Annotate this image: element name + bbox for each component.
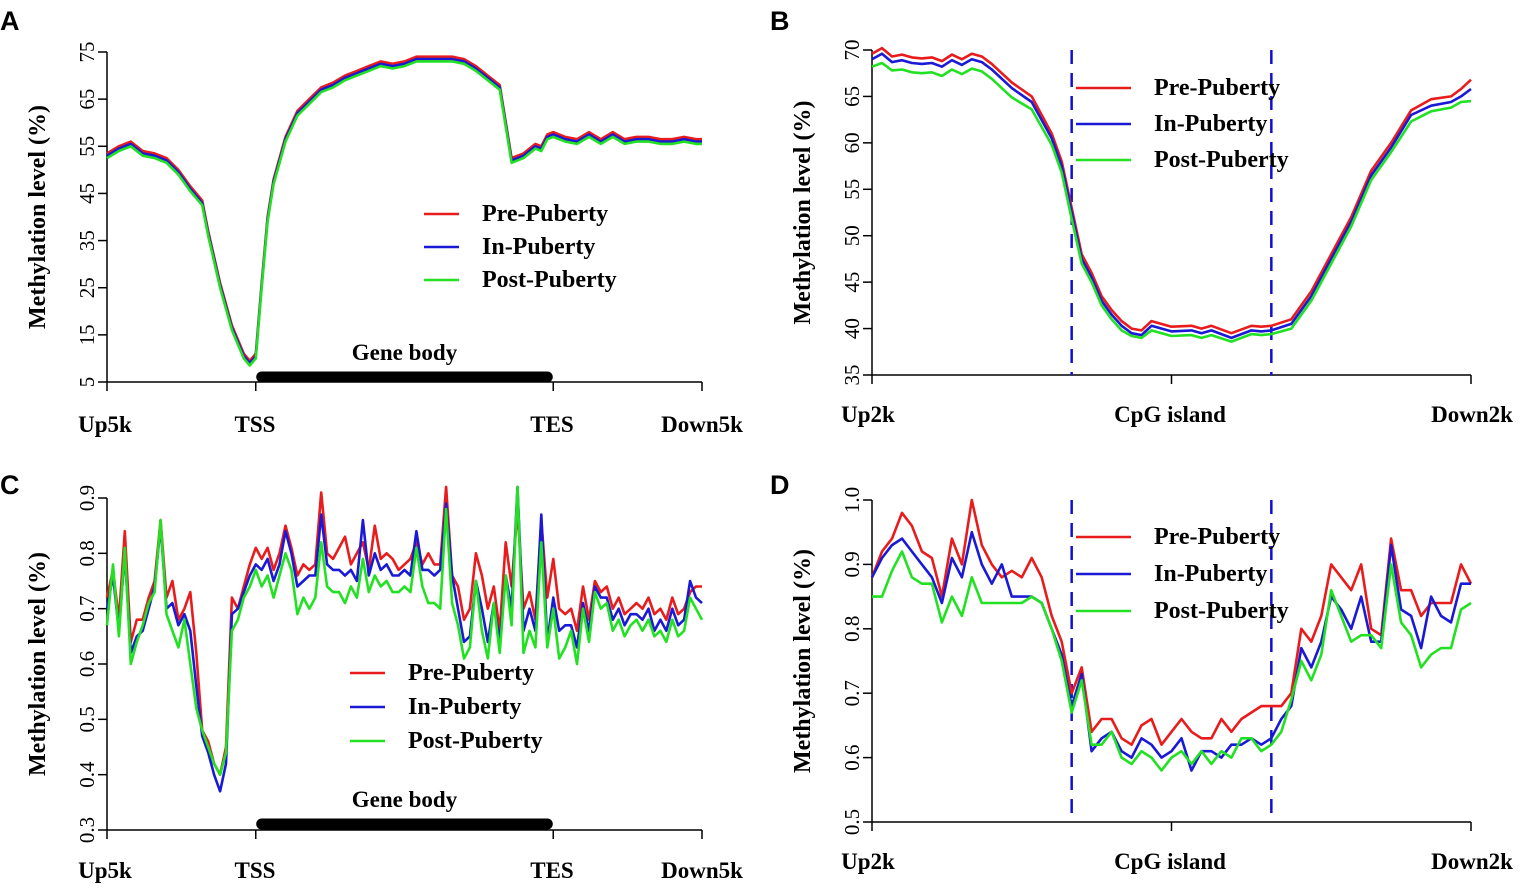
- x-tick-label: Down5k: [661, 858, 743, 883]
- panel-a: A 5 15 25 35 45 55 65 75 Methylation level (%) Up5…: [0, 6, 743, 437]
- legend-label: Post-Puberty: [1154, 598, 1289, 624]
- series-post-puberty: [872, 550, 1472, 772]
- x-tick-label: CpG island: [1114, 849, 1226, 874]
- legend-label: Pre-Puberty: [482, 201, 608, 227]
- y-axis-label: Methylation level (%): [25, 552, 51, 776]
- gene-body-label: Gene body: [352, 787, 458, 812]
- y-tick-label: 0.7: [75, 596, 99, 622]
- y-tick-label: 0.5: [75, 706, 99, 732]
- y-tick-label: 45: [840, 272, 864, 293]
- legend-label: Post-Puberty: [1154, 147, 1289, 173]
- panel-letter: D: [770, 470, 790, 500]
- y-tick-label: 55: [840, 179, 864, 200]
- legend: Pre-Puberty In-Puberty Post-Puberty: [1076, 75, 1289, 173]
- x-tick-label: TSS: [235, 412, 276, 437]
- legend-label: In-Puberty: [408, 694, 521, 720]
- x-tick-label: Up2k: [841, 849, 895, 874]
- y-tick-label: 0.3: [75, 817, 99, 843]
- x-tick-label: Down5k: [661, 412, 743, 437]
- y-tick-label: 0.5: [840, 809, 864, 835]
- legend: Pre-Puberty In-Puberty Post-Puberty: [424, 201, 617, 293]
- legend-label: In-Puberty: [482, 234, 595, 260]
- panel-letter: B: [770, 6, 790, 36]
- x-tick-label: TSS: [235, 858, 276, 883]
- y-tick-label: 25: [75, 277, 99, 298]
- legend-label: Post-Puberty: [408, 728, 543, 754]
- series-in-puberty: [871, 52, 1472, 340]
- y-tick-label: 65: [75, 89, 99, 110]
- series-in-puberty: [106, 57, 702, 365]
- y-axis-label: Methylation level (%): [790, 101, 816, 325]
- panel-letter: C: [0, 470, 20, 500]
- legend-label: Post-Puberty: [482, 267, 617, 293]
- x-tick-label: TES: [530, 412, 573, 437]
- y-tick-label: 55: [75, 136, 99, 157]
- legend-label: In-Puberty: [1154, 561, 1267, 587]
- legend-label: Pre-Puberty: [408, 660, 534, 686]
- y-tick-label: 50: [840, 225, 864, 246]
- legend-label: Pre-Puberty: [1154, 524, 1280, 550]
- y-tick-label: 0.8: [840, 616, 864, 642]
- y-tick-label: 15: [75, 324, 99, 345]
- y-tick-label: 65: [840, 86, 864, 107]
- x-tick-label: Up5k: [78, 412, 132, 437]
- panel-c: C 0.3 0.4 0.5 0.6 0.7 0.8 0.9 Methylation level …: [0, 470, 743, 883]
- y-tick-label: 0.6: [840, 744, 864, 770]
- x-tick-label: CpG island: [1114, 402, 1226, 427]
- panel-letter: A: [0, 6, 20, 36]
- y-tick-label: 75: [75, 42, 99, 63]
- y-tick-label: 0.8: [75, 540, 99, 566]
- y-tick-label: 45: [75, 183, 99, 204]
- y-axis-label: Methylation level (%): [25, 105, 51, 329]
- panel-b: B 35 40 45 50 55 60 65 70 Methylation level (%) Up…: [770, 6, 1513, 427]
- legend: Pre-Puberty In-Puberty Post-Puberty: [350, 660, 543, 754]
- y-tick-label: 0.6: [75, 651, 99, 677]
- series-post-puberty: [106, 60, 702, 367]
- legend-label: Pre-Puberty: [1154, 75, 1280, 101]
- y-tick-label: 70: [840, 40, 864, 61]
- series-post-puberty: [105, 485, 704, 777]
- y-tick-label: 0.9: [840, 551, 864, 577]
- panel-d: D 0.5 0.6 0.7 0.8 0.9 1.0 Methylation level (%)…: [770, 470, 1513, 874]
- gene-body-label: Gene body: [352, 340, 458, 365]
- x-tick-label: Up2k: [841, 402, 895, 427]
- legend-label: In-Puberty: [1154, 111, 1267, 137]
- x-tick-label: Down2k: [1431, 402, 1513, 427]
- y-tick-label: 40: [840, 318, 864, 339]
- series-in-puberty: [870, 530, 1471, 772]
- series-pre-puberty: [871, 46, 1472, 335]
- x-tick-label: TES: [530, 858, 573, 883]
- y-tick-label: 0.9: [75, 485, 99, 511]
- series-in-puberty: [105, 485, 703, 793]
- y-tick-label: 0.4: [75, 761, 99, 788]
- y-tick-label: 5: [75, 377, 99, 388]
- series-post-puberty: [871, 61, 1472, 343]
- series-pre-puberty: [870, 498, 1473, 747]
- legend: Pre-Puberty In-Puberty Post-Puberty: [1076, 524, 1289, 624]
- y-tick-label: 1.0: [840, 487, 864, 513]
- y-axis-label: Methylation level (%): [790, 549, 816, 773]
- y-tick-label: 60: [840, 132, 864, 153]
- x-tick-label: Up5k: [78, 858, 132, 883]
- series-pre-puberty: [106, 55, 702, 363]
- y-tick-label: 35: [75, 230, 99, 251]
- y-tick-label: 0.7: [840, 680, 864, 706]
- x-tick-label: Down2k: [1431, 849, 1513, 874]
- y-tick-label: 35: [840, 365, 864, 386]
